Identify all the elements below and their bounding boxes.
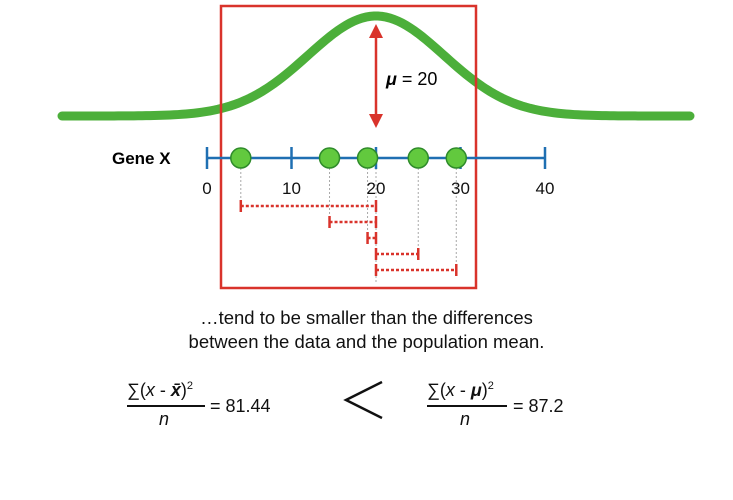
mean-label: μ = 20 [385, 69, 437, 89]
population-distribution-curve [57, 11, 695, 121]
data-point [445, 147, 468, 169]
tick-labels: 0 10 20 30 40 [202, 179, 554, 198]
residual-bars [239, 200, 458, 276]
xbar-symbol: x̄ [170, 380, 181, 400]
mu-symbol: μ [470, 380, 482, 400]
highlight-box [219, 4, 478, 290]
mean-value: = 20 [402, 69, 438, 89]
tick-label: 40 [536, 179, 555, 198]
mu-symbol: μ [385, 69, 397, 89]
formula-right-denominator: n [460, 409, 471, 429]
tick-label: 20 [367, 179, 386, 198]
sigma-symbol: ∑ [127, 380, 140, 400]
data-point [318, 147, 341, 169]
formula-left-numerator: ∑(x - x̄)2 [127, 380, 193, 400]
data-point [407, 147, 429, 169]
fraction-bar [427, 405, 507, 407]
guide-lines [240, 164, 457, 282]
formula-right-numerator: ∑(x - μ)2 [427, 380, 494, 400]
tick-label: 30 [451, 179, 470, 198]
data-point [230, 147, 252, 169]
gene-label: Gene X [112, 149, 171, 168]
data-points [230, 147, 468, 169]
mean-height-arrow [369, 24, 383, 128]
formula-left-denominator: n [159, 409, 170, 429]
caption-line-1: …tend to be smaller than the differences [200, 307, 533, 328]
data-point [356, 147, 379, 169]
less-than-symbol [343, 380, 383, 420]
formula-left-result: = 81.44 [210, 396, 271, 416]
tick-label: 10 [282, 179, 301, 198]
sigma-symbol: ∑ [427, 380, 440, 400]
formula-right-result: = 87.2 [513, 396, 564, 416]
tick-label: 0 [202, 179, 211, 198]
fraction-bar [127, 405, 205, 407]
caption-line-2: between the data and the population mean… [188, 331, 545, 352]
